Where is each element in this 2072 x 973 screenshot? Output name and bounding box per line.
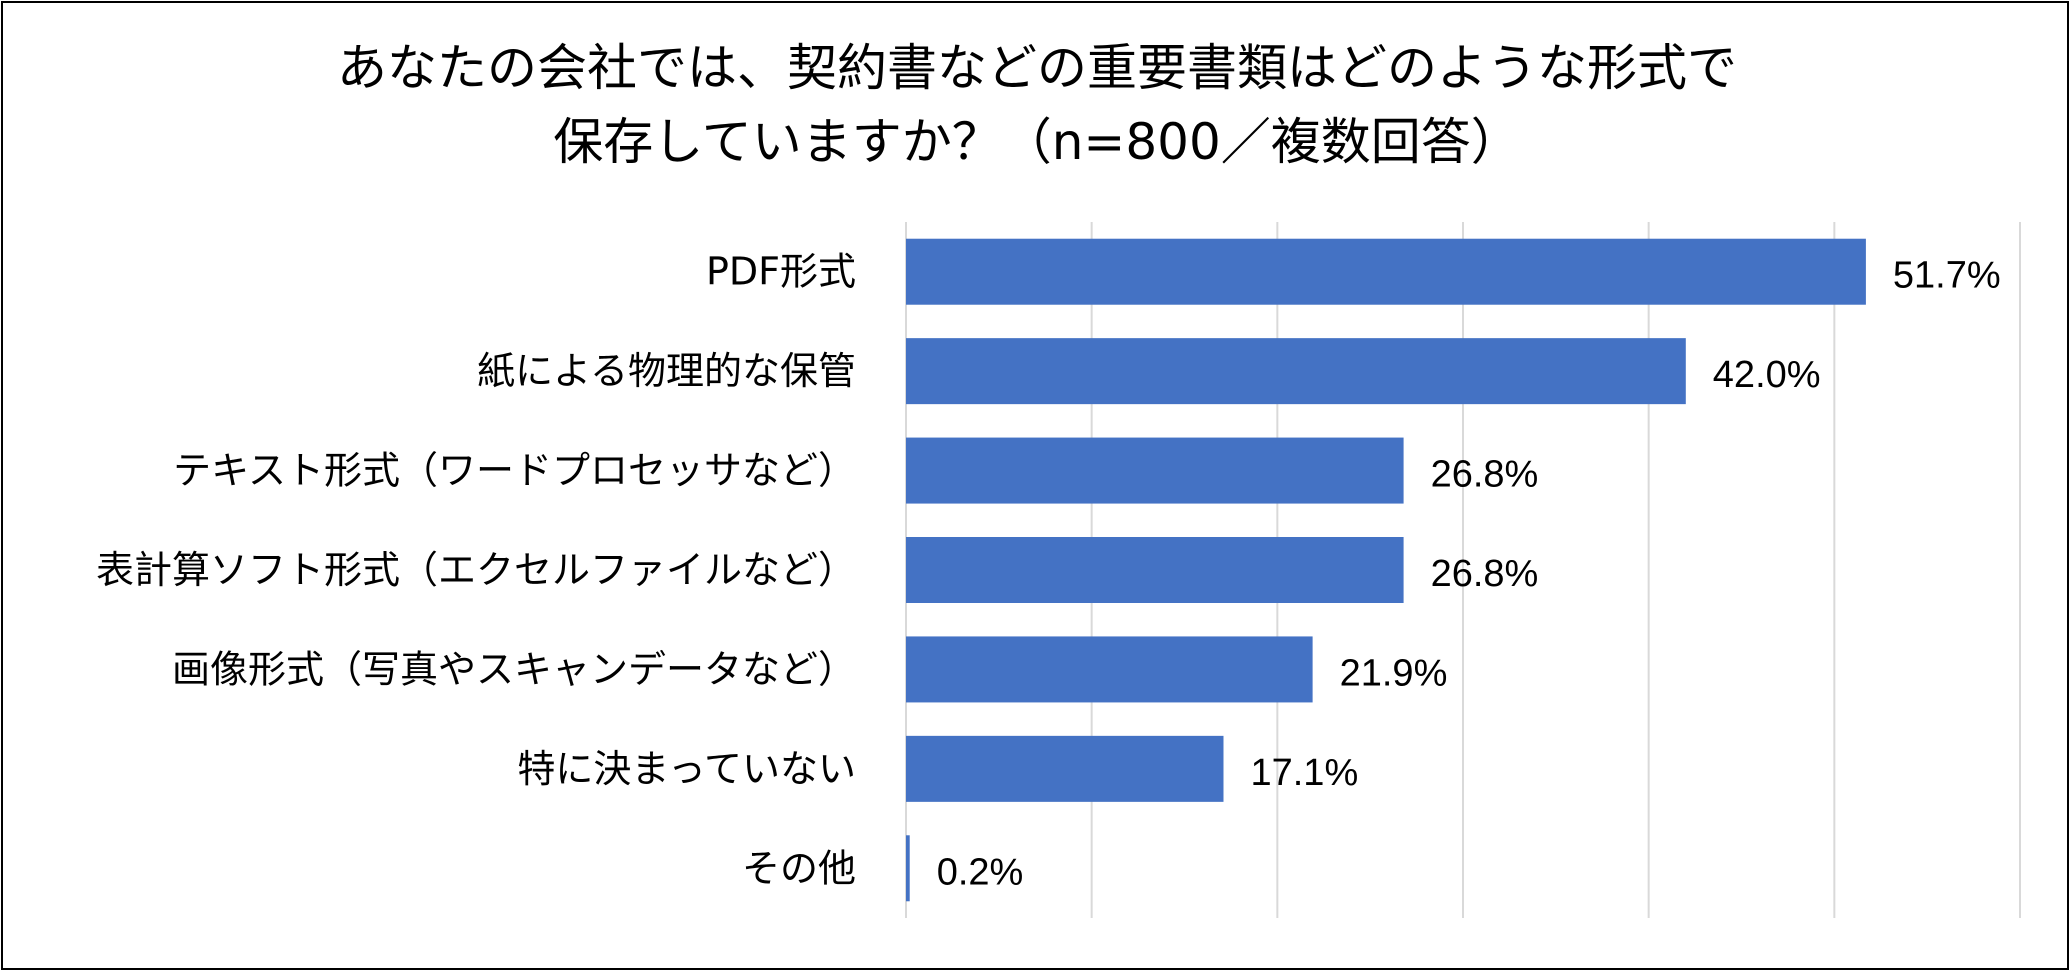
- bar: [906, 437, 1404, 504]
- bar: [906, 636, 1313, 703]
- category-label: テキスト形式（ワードプロセッサなど）: [173, 449, 856, 493]
- value-label: 21.9%: [1340, 652, 1448, 694]
- category-label: PDF形式: [706, 250, 856, 294]
- category-label: 画像形式（写真やスキャンデータなど）: [172, 647, 856, 691]
- value-label: 0.2%: [937, 851, 1024, 893]
- category-label: 紙による物理的な保管: [477, 349, 856, 393]
- bar: [906, 537, 1404, 603]
- value-label: 17.1%: [1250, 752, 1358, 794]
- value-label: 26.8%: [1431, 553, 1539, 595]
- bar: [906, 735, 1224, 802]
- value-label: 51.7%: [1893, 255, 2001, 297]
- bar: [906, 238, 1866, 305]
- value-label: 26.8%: [1431, 454, 1539, 496]
- category-label: 表計算ソフト形式（エクセルファイルなど）: [96, 548, 856, 592]
- bar: [906, 835, 910, 902]
- category-label: その他: [742, 846, 856, 890]
- category-label: 特に決まっていない: [517, 747, 856, 791]
- bars: [906, 238, 1866, 902]
- value-labels: 51.7% 42.0% 26.8% 26.8% 21.9% 17.1% 0.2%: [937, 255, 2001, 894]
- chart-title-line-1: あなたの会社では、契約書などの重要書類はどのような形式で: [337, 39, 1737, 97]
- chart-title: あなたの会社では、契約書などの重要書類はどのような形式で 保存していますか？（n…: [3, 31, 2071, 179]
- value-label: 42.0%: [1713, 354, 1821, 396]
- chart-title-line-2: 保存していますか？（n=800／複数回答）: [553, 113, 1521, 171]
- bar: [906, 338, 1686, 405]
